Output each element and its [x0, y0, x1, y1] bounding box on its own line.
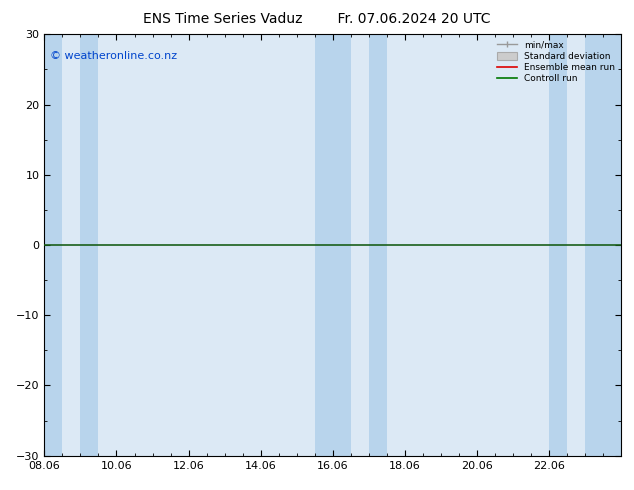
Bar: [369, 34, 387, 456]
Legend: min/max, Standard deviation, Ensemble mean run, Controll run: min/max, Standard deviation, Ensemble me…: [495, 39, 617, 85]
Bar: [549, 34, 567, 456]
Text: © weatheronline.co.nz: © weatheronline.co.nz: [50, 51, 178, 61]
Bar: [81, 34, 98, 456]
Bar: [315, 34, 351, 456]
Bar: [44, 34, 62, 456]
Bar: [585, 34, 621, 456]
Text: ENS Time Series Vaduz        Fr. 07.06.2024 20 UTC: ENS Time Series Vaduz Fr. 07.06.2024 20 …: [143, 12, 491, 26]
